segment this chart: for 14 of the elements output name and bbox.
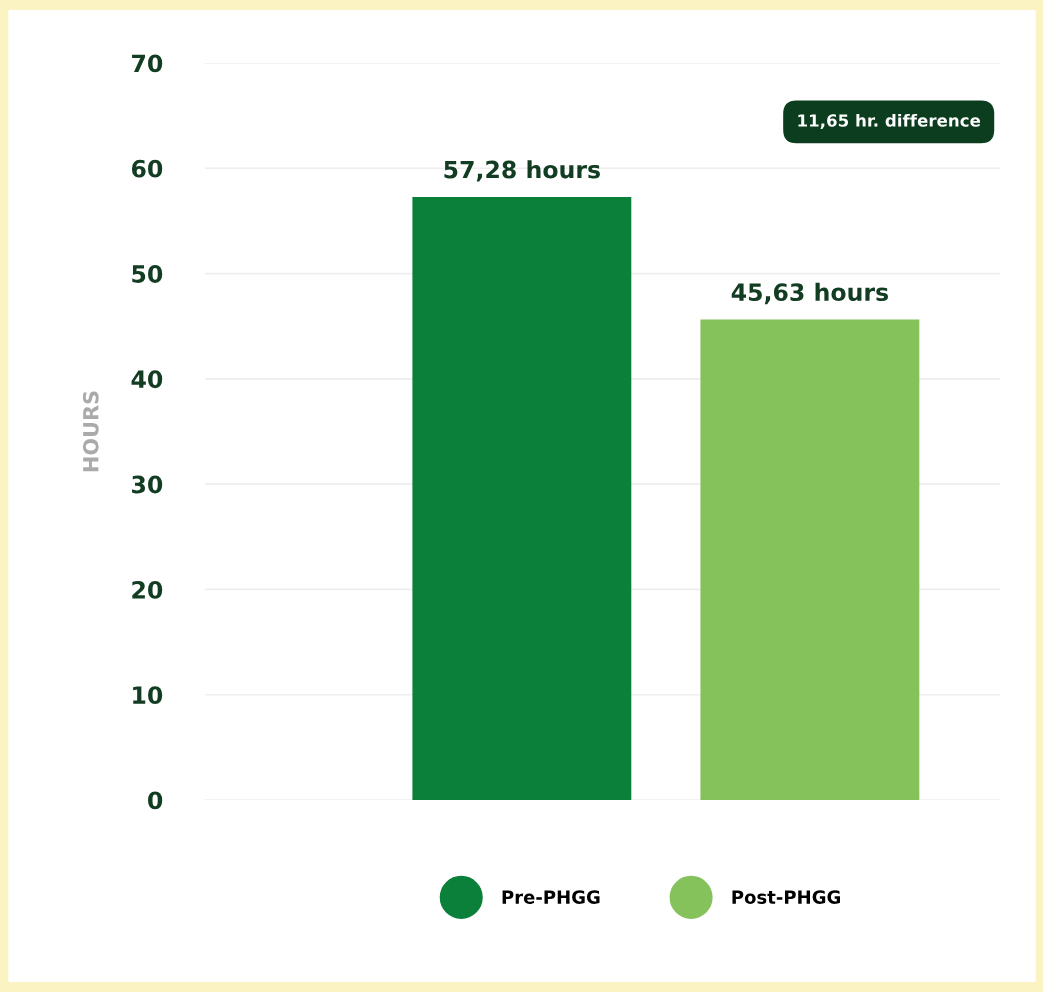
- y-tick-label: 50: [132, 265, 163, 283]
- y-tick-label: 70: [132, 54, 163, 73]
- legend-label: Post-PHGG: [732, 890, 840, 904]
- y-tick-label: 30: [132, 475, 163, 494]
- legend-label: Pre-PHGG: [502, 890, 600, 904]
- y-tick-label: 10: [133, 686, 163, 705]
- y-tick-label: 60: [131, 159, 163, 178]
- annotation: 11,65 hr. difference: [798, 113, 981, 129]
- y-axis-title: HOURS: [82, 391, 99, 472]
- y-tick-label: 0: [148, 791, 163, 810]
- data-label: 57,28 hours: [444, 160, 600, 182]
- y-tick-label: 40: [131, 370, 163, 389]
- data-label: 45,63 hours: [731, 282, 888, 305]
- y-tick-label: 20: [132, 580, 163, 599]
